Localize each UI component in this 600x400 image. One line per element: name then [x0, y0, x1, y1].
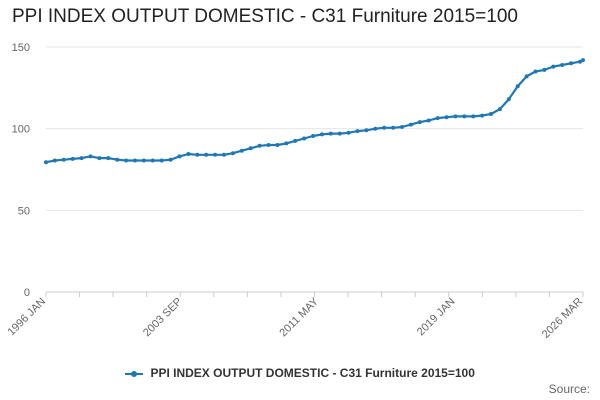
data-point[interactable] — [186, 152, 191, 156]
data-point[interactable] — [364, 128, 369, 133]
data-point[interactable] — [88, 154, 93, 159]
x-tick-label: 2019 JAN — [415, 296, 458, 339]
data-point[interactable] — [569, 61, 574, 66]
data-point[interactable] — [417, 120, 422, 125]
data-point[interactable] — [337, 131, 342, 136]
series-layer — [44, 58, 585, 165]
data-point[interactable] — [328, 131, 333, 136]
data-point[interactable] — [284, 141, 289, 146]
y-tick-label: 50 — [18, 205, 30, 217]
data-point[interactable] — [239, 148, 244, 153]
data-point[interactable] — [204, 152, 209, 157]
data-point[interactable] — [124, 158, 129, 163]
data-point[interactable] — [524, 74, 529, 79]
legend[interactable]: PPI INDEX OUTPUT DOMESTIC - C31 Furnitur… — [0, 366, 600, 380]
gridlines — [46, 46, 583, 211]
source-label: Source: — [548, 382, 590, 396]
data-point[interactable] — [70, 156, 75, 161]
data-point[interactable] — [44, 160, 48, 165]
data-point[interactable] — [435, 116, 440, 121]
data-point[interactable] — [444, 115, 449, 120]
y-tick-label: 150 — [12, 42, 30, 54]
data-point[interactable] — [230, 151, 235, 156]
data-point[interactable] — [97, 156, 102, 161]
data-point[interactable] — [373, 126, 378, 131]
y-tick-label: 100 — [12, 124, 30, 136]
y-axis-ticks: 0 50 100 150 — [12, 42, 30, 299]
legend-label: PPI INDEX OUTPUT DOMESTIC - C31 Furnitur… — [150, 366, 475, 380]
data-point[interactable] — [497, 107, 502, 112]
data-point[interactable] — [408, 122, 413, 127]
legend-line-marker-icon — [125, 368, 144, 380]
data-point[interactable] — [489, 112, 493, 116]
data-point[interactable] — [382, 125, 387, 130]
data-point[interactable] — [560, 63, 565, 67]
data-point[interactable] — [275, 143, 280, 147]
data-point[interactable] — [453, 114, 458, 119]
data-point[interactable] — [551, 64, 556, 69]
data-point[interactable] — [319, 132, 324, 137]
data-point[interactable] — [391, 125, 396, 130]
data-point[interactable] — [311, 134, 315, 138]
data-point[interactable] — [542, 67, 547, 72]
x-tick-label: 1996 JAN — [5, 296, 48, 339]
data-point[interactable] — [462, 114, 467, 119]
data-point[interactable] — [222, 152, 226, 157]
data-point[interactable] — [266, 143, 271, 147]
data-point[interactable] — [302, 136, 307, 141]
x-axis: 1996 JAN 2003 SEP 2011 MAY 2019 JAN 2026 MAR — [5, 291, 585, 341]
data-point[interactable] — [257, 143, 262, 148]
data-point[interactable] — [177, 154, 182, 159]
data-point[interactable] — [355, 129, 360, 134]
x-tick-label: 2026 MAR — [540, 296, 585, 341]
data-point[interactable] — [533, 69, 538, 74]
data-point[interactable] — [346, 130, 351, 135]
data-point[interactable] — [159, 158, 164, 163]
data-point[interactable] — [515, 84, 520, 89]
x-tick-label: 2003 SEP — [141, 296, 185, 340]
data-point[interactable] — [79, 156, 84, 161]
data-point[interactable] — [471, 114, 476, 119]
data-point[interactable] — [213, 152, 218, 157]
data-point[interactable] — [480, 113, 485, 118]
data-point[interactable] — [115, 157, 120, 162]
data-point[interactable] — [133, 158, 137, 163]
data-point[interactable] — [248, 146, 253, 151]
data-point[interactable] — [400, 125, 404, 129]
data-point[interactable] — [195, 152, 200, 157]
data-point[interactable] — [150, 158, 155, 163]
data-point[interactable] — [168, 157, 173, 162]
data-point[interactable] — [141, 158, 146, 163]
y-tick-label: 0 — [24, 287, 30, 299]
data-point[interactable] — [578, 59, 582, 64]
series-line — [44, 58, 585, 164]
data-point[interactable] — [61, 157, 66, 162]
data-point[interactable] — [426, 118, 431, 123]
data-point[interactable] — [506, 97, 511, 102]
data-point[interactable] — [106, 156, 111, 161]
data-point[interactable] — [581, 58, 585, 63]
data-point[interactable] — [52, 158, 57, 163]
x-tick-label: 2011 MAY — [277, 295, 321, 339]
chart-title: PPI INDEX OUTPUT DOMESTIC - C31 Furnitur… — [12, 6, 518, 27]
data-point[interactable] — [293, 138, 298, 143]
